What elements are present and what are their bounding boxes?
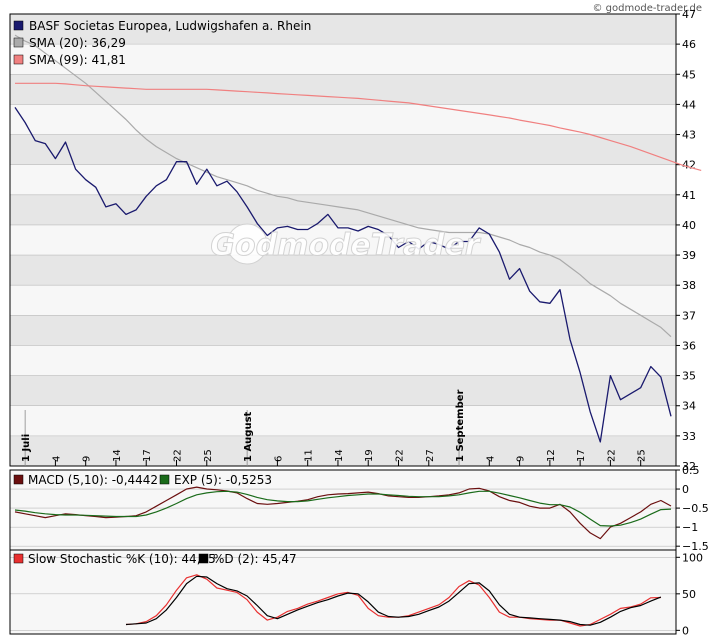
stoch-frame [9, 549, 677, 635]
macd-ytick-label: 0.5 [682, 464, 700, 477]
price-band [10, 315, 676, 346]
legend-stoch-k: Slow Stochastic %K (10): 44,55 [28, 552, 216, 566]
price-ytick-label: 40 [682, 219, 696, 232]
price-panel: 32333435363738394041424344454647GodmodeT… [9, 8, 702, 473]
macd-ytick-label: −1 [682, 521, 698, 534]
legend-swatch-stoch-d [198, 553, 209, 564]
price-ytick-label: 39 [682, 249, 696, 262]
x-tick-label: 1 August [243, 411, 254, 462]
stoch-background [10, 550, 676, 634]
legend-macd: MACD (5,10): -0,4442 [28, 473, 158, 487]
price-band [10, 74, 676, 105]
price-band [10, 255, 676, 286]
macd-legend: MACD (5,10): -0,4442 EXP (5): -0,5253 [13, 473, 272, 487]
x-tick-label: 22 [395, 449, 406, 462]
legend-stoch-d: %D (2): 45,47 [213, 552, 297, 566]
macd-ytick-label: −1.5 [682, 540, 709, 553]
legend-sma20: SMA (20): 36,29 [29, 36, 126, 50]
price-ytick-label: 41 [682, 189, 696, 202]
x-tick-label: 22 [606, 449, 617, 462]
watermark-logo: GodmodeTrader [210, 228, 481, 263]
stoch-ytick-label: 100 [682, 551, 703, 564]
price-ytick-label: 38 [682, 279, 696, 292]
macd-ytick-label: 0 [682, 483, 689, 496]
x-tick-label: 11 [304, 449, 315, 462]
copyright-text: © godmode-trader.de [593, 3, 703, 14]
price-ytick-label: 46 [682, 38, 696, 51]
macd-background [10, 470, 676, 550]
price-band [10, 14, 676, 45]
x-tick-label: 4 [485, 456, 496, 462]
stochastic-legend: Slow Stochastic %K (10): 44,55 %D (2): 4… [13, 552, 297, 566]
x-tick-label: 17 [142, 449, 153, 462]
x-tick-label: 9 [82, 456, 93, 462]
price-ytick-label: 35 [682, 370, 696, 383]
x-tick-label: 22 [173, 449, 184, 462]
watermark-emblem [226, 223, 268, 265]
price-series-sma20 [14, 34, 672, 338]
price-band [10, 435, 676, 466]
legend-price: BASF Societas Europea, Ludwigshafen a. R… [29, 19, 311, 33]
legend-sma99: SMA (99): 41,81 [29, 53, 126, 67]
macd-panel: −1.5 −1 −0.5 0 0.5 [9, 464, 709, 553]
price-band [10, 134, 676, 165]
price-series-price [14, 107, 672, 443]
price-ytick-label: 33 [682, 430, 696, 443]
legend-swatch-sma99 [13, 54, 24, 65]
price-ytick-label: 32 [682, 460, 696, 473]
legend-swatch-exp [159, 474, 170, 485]
x-tick-label: 9 [516, 456, 527, 462]
price-ytick-label: 45 [682, 68, 696, 81]
price-frame [9, 13, 677, 467]
macd-series-exp [14, 490, 672, 527]
legend-swatch-macd [13, 474, 24, 485]
x-tick-label: 25 [637, 449, 648, 462]
x-tick-label: 14 [112, 449, 123, 462]
price-series-sma99 [15, 82, 702, 171]
stoch-ytick-label: 0 [682, 624, 689, 637]
stoch-ytick-label: 50 [682, 588, 696, 601]
price-band [10, 194, 676, 225]
price-ytick-label: 44 [682, 98, 696, 111]
price-ytick-label: 47 [682, 8, 696, 21]
x-tick-label: 19 [364, 449, 375, 462]
legend-swatch-price [13, 20, 24, 31]
x-tick-label: 1 Juli [21, 434, 32, 462]
price-ytick-label: 36 [682, 339, 696, 352]
x-tick-label: 14 [334, 449, 345, 462]
price-legend: BASF Societas Europea, Ludwigshafen a. R… [13, 19, 311, 67]
stochastic-panel: 0 50 100 [9, 549, 703, 637]
x-tick-label: 12 [546, 449, 557, 462]
price-ytick-label: 43 [682, 129, 696, 142]
x-tick-label: 6 [273, 456, 284, 462]
legend-swatch-sma20 [13, 37, 24, 48]
x-tick-label: 17 [576, 449, 587, 462]
price-ytick-label: 34 [682, 400, 696, 413]
legend-exp: EXP (5): -0,5253 [174, 473, 272, 487]
macd-ytick-label: −0.5 [682, 502, 709, 515]
stoch-series-stoch_d [125, 575, 662, 626]
x-tick-label: 25 [203, 449, 214, 462]
price-band [10, 375, 676, 406]
price-ytick-label: 37 [682, 309, 696, 322]
legend-swatch-stoch-k [13, 553, 24, 564]
x-tick-label: 27 [425, 449, 436, 462]
x-tick-label: 1 September [455, 389, 466, 462]
x-tick-label: 4 [51, 456, 62, 462]
